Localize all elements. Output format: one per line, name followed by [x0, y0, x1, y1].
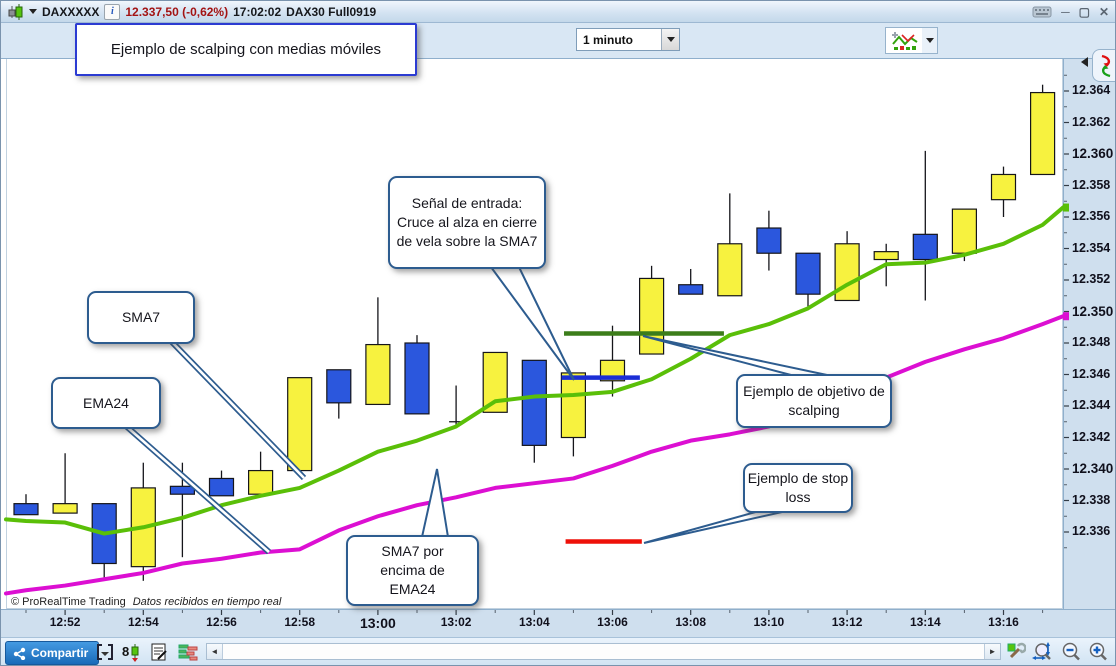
candlestick-chart-icon	[8, 3, 23, 20]
zoom-in-icon	[1089, 642, 1107, 661]
realtime-label: Datos recibidos en tiempo real	[132, 596, 282, 608]
callout-target[interactable]: Ejemplo de objetivo de scalping	[736, 374, 892, 428]
wrench-icon	[1007, 642, 1026, 659]
detach-icon	[97, 644, 113, 660]
share-icon	[13, 647, 26, 660]
title-bar: DAXXXXX i 12.337,50 (-0,62%) 17:02:02 DA…	[1, 1, 1115, 23]
symbol-label: DAXXXXX	[42, 4, 100, 19]
callout-title[interactable]: Ejemplo de scalping con medias móviles	[75, 23, 417, 76]
price-change-label: 12.337,50 (-0,62%)	[125, 4, 229, 19]
bottom-toolbar: Compartir 8	[1, 637, 1115, 665]
timeframe-caret-icon	[661, 29, 679, 50]
market-depth-button[interactable]	[177, 641, 199, 663]
quote-time-label: 17:02:02	[233, 4, 282, 19]
callout-stop-loss[interactable]: Ejemplo de stop loss	[743, 463, 853, 513]
chart-settings-button[interactable]	[1005, 641, 1027, 663]
news-button[interactable]	[148, 641, 170, 663]
svg-text:8: 8	[122, 644, 129, 659]
info-icon[interactable]: i	[104, 3, 121, 20]
close-icon[interactable]: ✕	[1098, 4, 1109, 19]
callout-ema24[interactable]: EMA24	[51, 377, 161, 429]
copyright-note: © ProRealTime Trading Datos recibidos en …	[9, 596, 284, 608]
price-axis[interactable]	[1063, 58, 1115, 609]
market-depth-icon	[178, 644, 198, 661]
detach-window-button[interactable]	[94, 641, 116, 663]
timeframe-value: 1 minuto	[583, 32, 633, 47]
scroll-right-icon[interactable]: ►	[984, 644, 1000, 659]
share-label: Compartir	[31, 646, 89, 660]
horizontal-scrollbar[interactable]: ◄ ►	[206, 643, 1001, 660]
timeframe-select[interactable]: 1 minuto	[576, 28, 680, 51]
callout-entry-signal[interactable]: Señal de entrada: Cruce al alza en cierr…	[388, 176, 546, 269]
time-axis[interactable]	[1, 609, 1115, 637]
chart-style-icon	[891, 31, 918, 50]
scroll-left-icon[interactable]: ◄	[207, 644, 223, 659]
tick-chart-icon: 8	[122, 644, 139, 662]
orders-panel-toggle[interactable]	[1092, 49, 1115, 82]
news-icon	[151, 643, 167, 661]
tick-chart-button[interactable]: 8	[120, 641, 142, 663]
chart-style-caret[interactable]	[922, 27, 938, 54]
share-button[interactable]: Compartir	[5, 641, 100, 665]
buy-sell-arrows-icon	[1101, 54, 1110, 77]
chart-style-button[interactable]	[885, 27, 924, 54]
zoom-in-button[interactable]	[1087, 641, 1109, 663]
zoom-fit-icon	[1032, 642, 1051, 660]
maximize-icon[interactable]: ▢	[1078, 4, 1090, 19]
zoom-fit-button[interactable]	[1032, 641, 1054, 663]
panel-collapse-icon[interactable]	[1081, 57, 1088, 67]
keyboard-icon[interactable]	[1032, 6, 1052, 18]
zoom-out-icon	[1062, 642, 1080, 661]
callout-ma-above[interactable]: SMA7 por encima de EMA24	[346, 535, 479, 606]
contract-label: DAX30 Full0919	[286, 4, 377, 19]
brand-label: © ProRealTime Trading	[11, 596, 126, 608]
minimize-icon[interactable]: ─	[1061, 4, 1070, 19]
callout-sma7[interactable]: SMA7	[87, 291, 195, 344]
zoom-out-button[interactable]	[1060, 641, 1082, 663]
symbol-menu-caret-icon[interactable]	[29, 9, 37, 14]
